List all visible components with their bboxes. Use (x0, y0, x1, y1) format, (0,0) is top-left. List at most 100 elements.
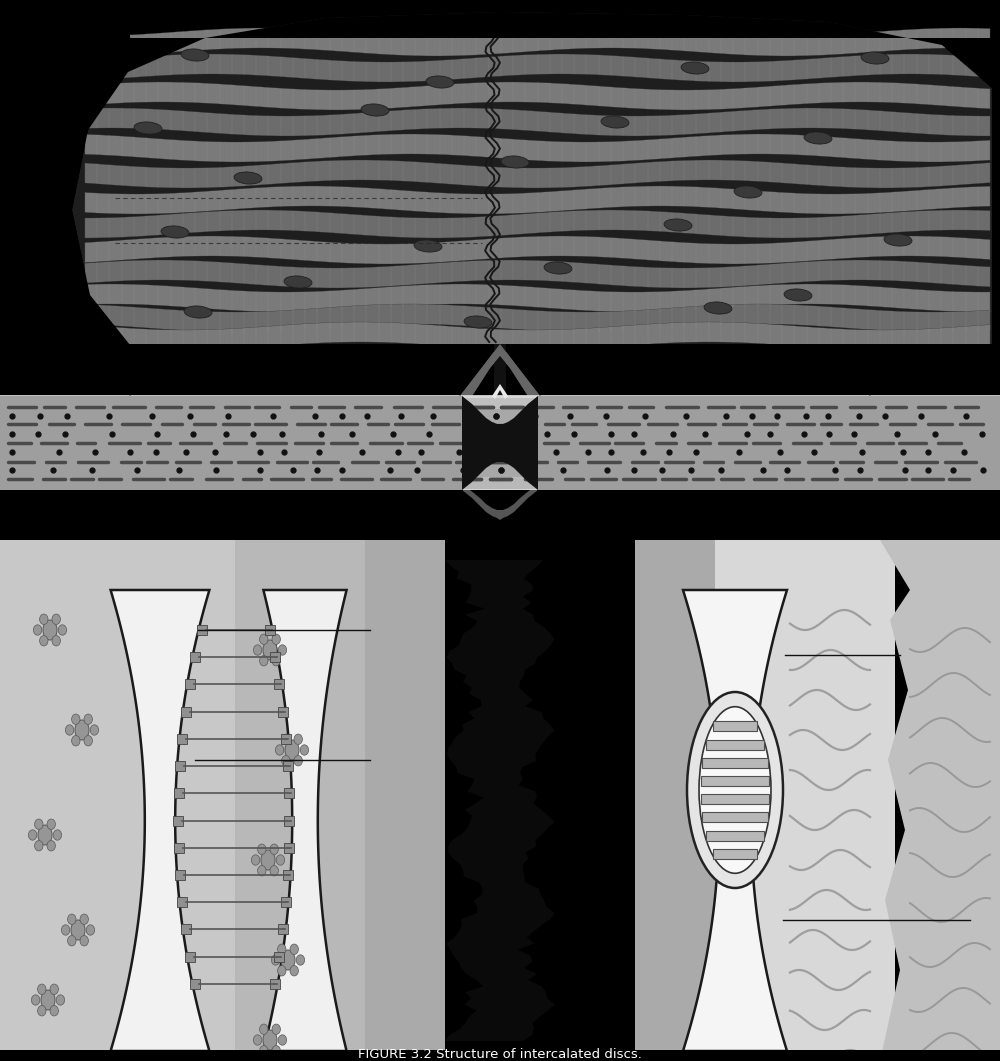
Bar (278, 707, 288, 716)
Ellipse shape (80, 915, 88, 924)
Ellipse shape (50, 984, 58, 994)
Ellipse shape (38, 1006, 46, 1016)
Bar (701, 794, 769, 804)
Ellipse shape (687, 692, 783, 888)
Ellipse shape (53, 830, 62, 840)
Bar (0, 490, 1000, 540)
Polygon shape (85, 160, 990, 188)
Ellipse shape (282, 734, 290, 745)
Ellipse shape (40, 636, 48, 646)
Bar (274, 952, 284, 961)
Ellipse shape (47, 819, 55, 830)
Ellipse shape (84, 735, 92, 746)
Bar (702, 758, 768, 768)
Polygon shape (205, 0, 992, 88)
Polygon shape (445, 560, 555, 1041)
Polygon shape (85, 186, 990, 214)
Bar (713, 721, 757, 731)
Ellipse shape (38, 984, 46, 994)
Ellipse shape (90, 725, 99, 735)
Polygon shape (111, 590, 209, 1051)
Ellipse shape (251, 855, 260, 865)
Ellipse shape (272, 1045, 280, 1056)
Ellipse shape (278, 944, 286, 955)
Polygon shape (85, 210, 990, 238)
Ellipse shape (40, 614, 48, 625)
Polygon shape (85, 284, 990, 312)
Ellipse shape (72, 714, 80, 725)
Bar (365, 540, 445, 1061)
Ellipse shape (234, 172, 262, 184)
Ellipse shape (804, 132, 832, 144)
Bar (197, 625, 207, 634)
Ellipse shape (501, 156, 529, 168)
Ellipse shape (784, 289, 812, 301)
Polygon shape (85, 305, 990, 332)
Bar (283, 870, 293, 880)
FancyBboxPatch shape (0, 0, 1000, 12)
Ellipse shape (58, 625, 67, 636)
Ellipse shape (65, 725, 74, 735)
Bar (284, 788, 294, 798)
Ellipse shape (31, 995, 40, 1005)
Ellipse shape (464, 316, 492, 328)
Bar (715, 540, 895, 1061)
Polygon shape (85, 54, 990, 82)
Bar (702, 813, 768, 822)
Bar (0, 423, 1000, 436)
Ellipse shape (181, 49, 209, 62)
Bar (494, 344, 506, 396)
Ellipse shape (41, 990, 55, 1010)
Bar (635, 540, 715, 1061)
Ellipse shape (278, 645, 287, 656)
Ellipse shape (50, 1006, 58, 1016)
Ellipse shape (272, 656, 280, 666)
Ellipse shape (161, 226, 189, 238)
Ellipse shape (699, 707, 771, 873)
Bar (706, 831, 764, 840)
Ellipse shape (72, 735, 80, 746)
Ellipse shape (278, 1034, 287, 1045)
Bar (0, 436, 1000, 450)
Bar (274, 679, 284, 690)
Bar (181, 707, 191, 716)
Bar (0, 396, 1000, 410)
Bar (701, 776, 769, 786)
Bar (713, 849, 757, 858)
Ellipse shape (601, 116, 629, 128)
Bar (0, 476, 1000, 490)
Ellipse shape (294, 755, 302, 766)
Ellipse shape (270, 866, 278, 876)
Ellipse shape (43, 620, 57, 640)
Polygon shape (85, 28, 990, 56)
Polygon shape (880, 540, 1000, 1061)
Ellipse shape (271, 955, 280, 966)
Bar (0, 344, 1000, 396)
Ellipse shape (290, 966, 298, 976)
Bar (0, 1050, 1000, 1061)
Bar (190, 979, 200, 989)
Ellipse shape (35, 819, 43, 830)
Bar (270, 653, 280, 662)
Ellipse shape (260, 1024, 268, 1034)
Ellipse shape (296, 955, 305, 966)
Bar (706, 740, 764, 749)
Ellipse shape (734, 186, 762, 198)
Ellipse shape (260, 656, 268, 666)
Ellipse shape (258, 866, 266, 876)
Ellipse shape (68, 915, 76, 924)
Ellipse shape (260, 634, 268, 644)
Ellipse shape (263, 640, 277, 660)
Ellipse shape (275, 745, 284, 755)
Ellipse shape (276, 855, 285, 865)
Ellipse shape (52, 614, 60, 625)
Ellipse shape (253, 645, 262, 656)
Ellipse shape (272, 1024, 280, 1034)
Bar (265, 625, 275, 634)
Ellipse shape (56, 995, 65, 1005)
Ellipse shape (47, 840, 55, 851)
Ellipse shape (253, 1034, 262, 1045)
Bar (175, 761, 185, 771)
Ellipse shape (261, 850, 275, 870)
Bar (173, 816, 183, 825)
